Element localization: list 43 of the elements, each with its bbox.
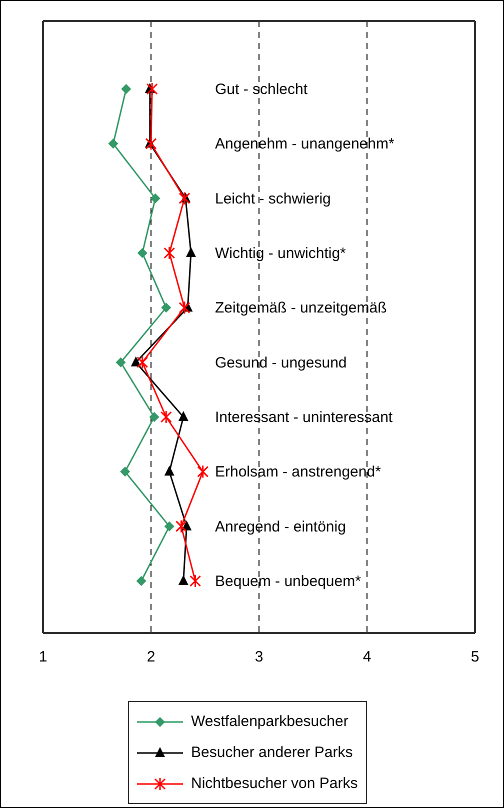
x-tick-label: 4 (362, 648, 372, 666)
y-tick-label: Angenehm - unangenehm* (215, 136, 394, 153)
point (178, 411, 188, 421)
legend-label: Nichtbesucher von Parks (191, 775, 358, 792)
point (130, 356, 141, 366)
y-tick-label: Gesund - ungesund (215, 354, 347, 372)
point (178, 575, 188, 585)
y-tick-label: Erholsam - anstrengend* (215, 464, 382, 481)
y-tick-label: Leicht - schwierig (215, 190, 331, 208)
x-tick-label: 3 (254, 648, 264, 666)
point (136, 356, 148, 370)
point (164, 521, 174, 532)
point (161, 302, 172, 313)
x-tick-label: 1 (38, 648, 48, 666)
y-tick-label: Wichtig - unwichtig* (215, 245, 346, 262)
point (108, 138, 118, 149)
point (120, 466, 130, 477)
point (160, 410, 172, 424)
point (136, 576, 146, 586)
point (137, 248, 148, 258)
point (146, 82, 158, 96)
y-tick-label: Gut - schlecht (215, 81, 308, 98)
legend-label: Besucher anderer Parks (191, 744, 353, 761)
point (178, 300, 190, 314)
point (175, 520, 187, 534)
y-tick-label: Interessant - uninteressant (215, 409, 394, 426)
point (145, 136, 157, 150)
point (197, 464, 209, 478)
point (150, 193, 160, 204)
point (149, 412, 160, 422)
x-tick-label: 2 (146, 648, 156, 666)
point (164, 246, 176, 260)
point (116, 357, 126, 368)
point (178, 192, 190, 206)
y-tick-label: Anregend - eintönig (215, 518, 346, 536)
y-tick-label: Zeitgemäß - unzeitgemäß (215, 300, 387, 317)
point (190, 574, 202, 588)
x-tick-label: 5 (470, 648, 480, 666)
point (164, 466, 174, 476)
point (186, 247, 196, 257)
point (121, 84, 132, 94)
legend-label: Westfalenparkbesucher (191, 713, 348, 730)
y-tick-label: Bequem - unbequem* (215, 573, 362, 590)
